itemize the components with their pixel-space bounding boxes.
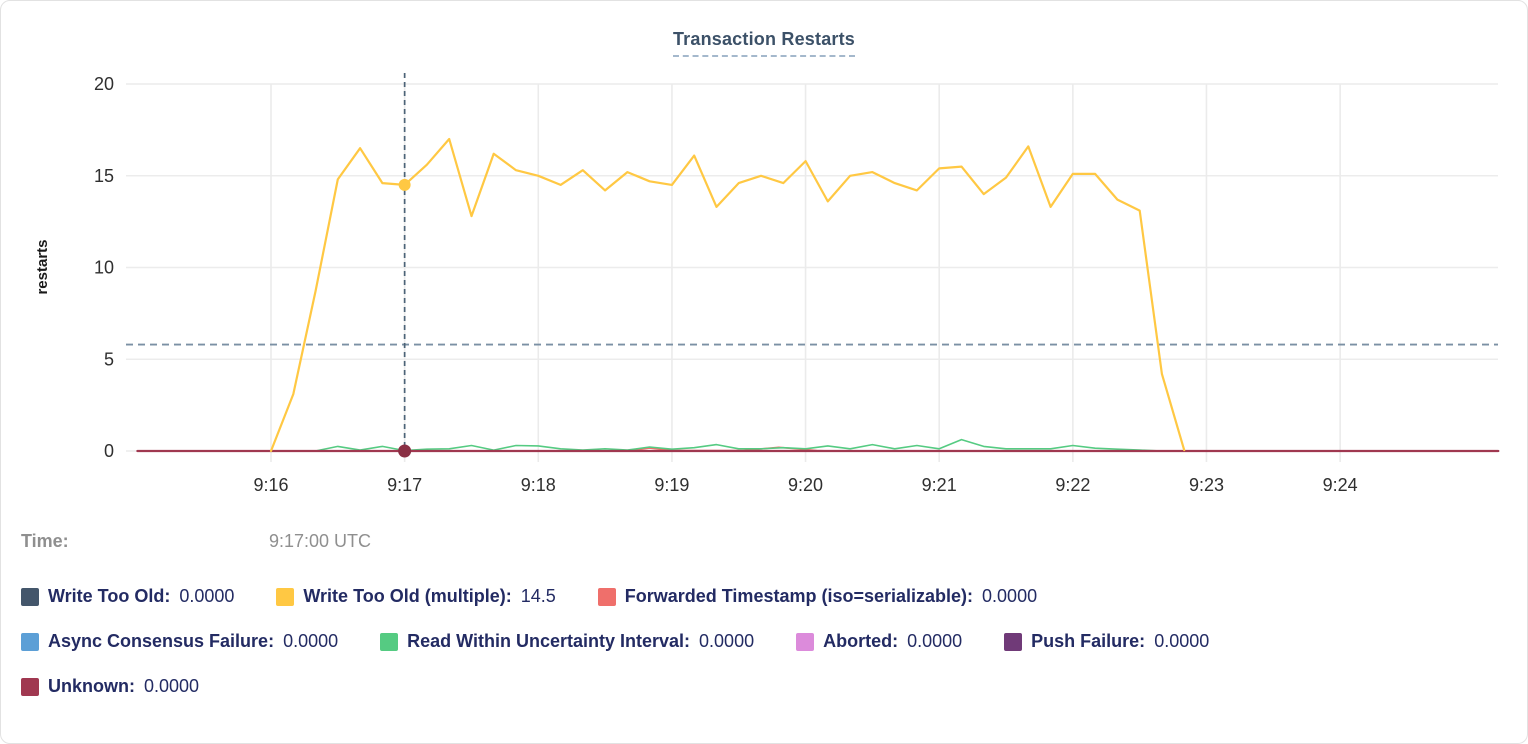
legend-label: Forwarded Timestamp (iso=serializable): (624, 586, 974, 606)
legend-item-write-too-old[interactable]: Write Too Old: 0.0000 (21, 586, 234, 607)
hover-time-label: Time: (21, 531, 69, 551)
legend-value: 0.0000 (907, 631, 963, 651)
legend-row: Async Consensus Failure: 0.0000 Read Withi… (21, 631, 1517, 652)
y-tick-label: 0 (104, 441, 114, 461)
legend-value: 0.0000 (699, 631, 755, 651)
chart-title-wrap: Transaction Restarts (1, 29, 1527, 57)
y-tick-label: 5 (104, 349, 114, 369)
legend-label: Read Within Uncertainty Interval: (407, 631, 691, 651)
x-tick-label: 9:19 (654, 475, 689, 495)
legend-swatch-aborted (796, 632, 815, 651)
hover-dot-write-too-old-multiple (398, 178, 411, 191)
legend-item-push-failure[interactable]: Push Failure: 0.0000 (1004, 631, 1209, 652)
x-tick-label: 9:24 (1323, 475, 1358, 495)
legend-swatch-async-consensus-failure (21, 632, 39, 651)
y-tick-label: 15 (94, 166, 114, 186)
legend-label: Unknown: (48, 676, 135, 696)
legend-item-read-within-uncertainty-interval[interactable]: Read Within Uncertainty Interval: 0.0000 (380, 631, 754, 652)
legend-row: Unknown: 0.0000 (21, 676, 1517, 697)
legend-value: 14.5 (520, 586, 556, 606)
legend-item-async-consensus-failure[interactable]: Async Consensus Failure: 0.0000 (21, 631, 338, 652)
legend-swatch-forwarded-timestamp (597, 587, 616, 606)
y-tick-label: 10 (94, 258, 114, 278)
legend-item-forwarded-timestamp[interactable]: Forwarded Timestamp (iso=serializable): 0… (597, 586, 1038, 607)
legend-item-unknown[interactable]: Unknown: 0.0000 (21, 676, 199, 697)
x-tick-label: 9:23 (1189, 475, 1224, 495)
chart-plot-area[interactable]: 0 5 10 15 20 9:16 9:17 9:18 9:19 9:20 9:21 9:22 9:23… (1, 1, 1528, 516)
legend-value: 0.0000 (283, 631, 339, 651)
legend-swatch-write-too-old (21, 587, 39, 606)
x-tick-label: 9:16 (253, 475, 288, 495)
legend-row: Write Too Old: 0.0000 Write Too Old (multi… (21, 586, 1517, 607)
legend-swatch-read-within-uncertainty-interval (380, 632, 399, 651)
legend-swatch-push-failure (1004, 632, 1023, 651)
y-tick-label: 20 (94, 74, 114, 94)
x-tick-label: 9:22 (1055, 475, 1090, 495)
legend-label: Write Too Old (multiple): (303, 586, 512, 606)
x-tick-label: 9:17 (387, 475, 422, 495)
series-line-read-within-uncertainty-interval (314, 438, 1163, 452)
hover-time-row: Time: 9:17:00 UTC (1, 531, 1527, 555)
legend-label: Aborted: (823, 631, 899, 651)
legend-value: 0.0000 (179, 586, 235, 606)
x-tick-label: 9:21 (922, 475, 957, 495)
legend-value: 0.0000 (1154, 631, 1210, 651)
hover-dot-unknown (398, 444, 412, 458)
x-tick-label: 9:18 (521, 475, 556, 495)
x-tick-label: 9:20 (788, 475, 823, 495)
legend-label: Push Failure: (1031, 631, 1146, 651)
legend-label: Write Too Old: (48, 586, 171, 606)
legend-value: 0.0000 (144, 676, 200, 696)
legend-label: Async Consensus Failure: (48, 631, 275, 651)
hover-time-value: 9:17:00 UTC (269, 531, 372, 551)
legend-item-write-too-old-multiple[interactable]: Write Too Old (multiple): 14.5 (276, 586, 556, 607)
legend-value: 0.0000 (982, 586, 1038, 606)
legend-item-aborted[interactable]: Aborted: 0.0000 (796, 631, 962, 652)
y-axis-title: restarts (34, 239, 51, 294)
legend-swatch-unknown (21, 677, 39, 696)
legend-swatch-write-too-old-multiple (276, 587, 295, 606)
chart-title: Transaction Restarts (672, 29, 856, 57)
series-line-write-too-old-multiple (269, 137, 1186, 453)
